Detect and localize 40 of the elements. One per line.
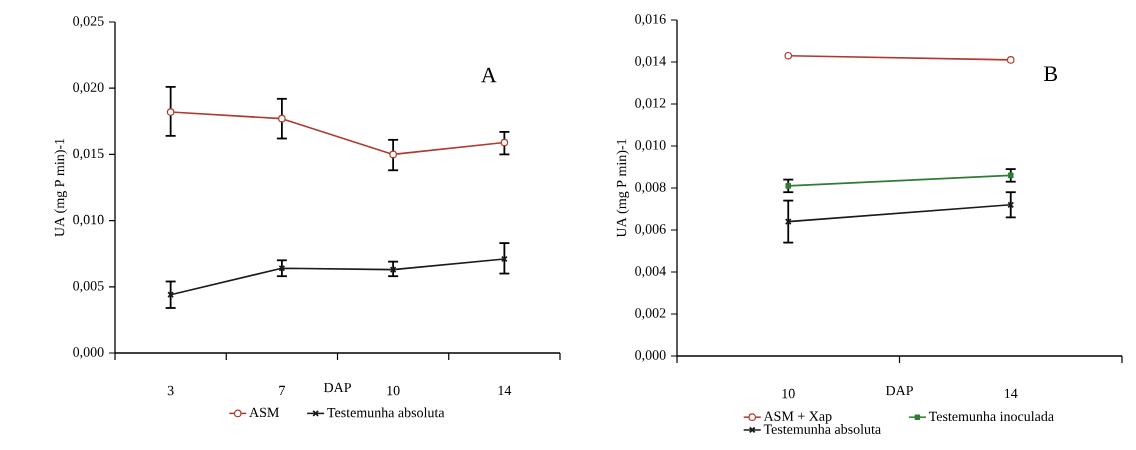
y-axis-title: UA (mg P min)-1: [616, 139, 630, 238]
x-tick-label: 3: [167, 385, 174, 396]
y-tick-label: 0,016: [635, 14, 666, 26]
point: [785, 183, 792, 189]
y-tick-label: 0,008: [635, 182, 666, 194]
y-tick-label: 0,006: [635, 224, 666, 236]
point: [500, 138, 509, 147]
legend-label: Testemunha absoluta: [763, 424, 881, 434]
y-tick-label: 0,012: [635, 98, 666, 110]
y-tick-label: 0,002: [635, 308, 666, 320]
y-tick-label: 0,000: [73, 347, 104, 359]
x-tick-label: 14: [498, 385, 512, 396]
annotation: B: [1044, 66, 1058, 81]
annotation: A: [481, 67, 497, 83]
y-tick-label: 0,004: [635, 266, 666, 278]
y-tick-label: 0,010: [635, 140, 666, 152]
x-tick-label: 14: [1004, 388, 1018, 399]
y-tick-label: 0,015: [73, 148, 104, 161]
y-tick-label: 0,000: [635, 350, 666, 362]
x-axis-title: DAP: [323, 382, 351, 393]
y-tick-label: 0,014: [635, 56, 666, 68]
legend-label: ASM + Xap: [763, 411, 832, 424]
y-axis-title: UA (mg P min)-1: [54, 138, 68, 237]
legend-label: Testemunha absoluta: [327, 407, 445, 418]
point: [166, 108, 175, 116]
x-tick-label: 10: [782, 388, 795, 399]
y-tick-label: 0,010: [73, 214, 104, 227]
point: [278, 114, 286, 123]
legend-label: ASM: [249, 407, 279, 418]
point: [1007, 172, 1014, 179]
x-tick-label: 7: [279, 385, 285, 396]
y-tick-label: 0,005: [73, 281, 104, 293]
x-axis-title: DAP: [885, 385, 913, 396]
point: [784, 51, 793, 60]
y-tick-label: 0,025: [73, 16, 104, 28]
y-tick-label: 0,020: [73, 82, 104, 94]
point: [1006, 56, 1015, 64]
x-tick-label: 10: [387, 385, 400, 396]
point: [389, 150, 397, 159]
legend-label: Testemunha inoculada: [928, 411, 1054, 422]
